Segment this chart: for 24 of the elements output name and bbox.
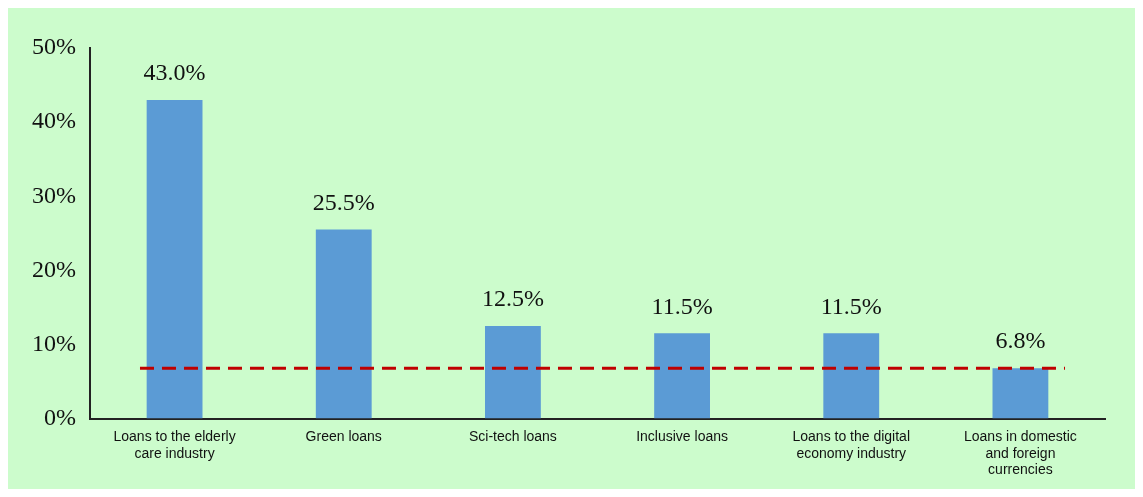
data-label: 43.0% bbox=[143, 59, 206, 86]
data-label: 11.5% bbox=[651, 292, 713, 319]
data-label: 12.5% bbox=[481, 285, 544, 312]
bar bbox=[823, 333, 880, 419]
bar bbox=[654, 333, 710, 419]
x-tick-label: Loans to the digital economy industry bbox=[792, 427, 911, 461]
bar bbox=[146, 99, 203, 419]
data-label: 6.8% bbox=[995, 327, 1046, 354]
bar bbox=[485, 325, 541, 419]
bar bbox=[992, 368, 1049, 419]
y-tick-label: 10% bbox=[31, 329, 76, 356]
y-tick-label: 20% bbox=[31, 255, 76, 282]
y-tick-label: 30% bbox=[31, 181, 76, 208]
y-tick-label: 40% bbox=[31, 107, 76, 134]
y-tick-label: 50% bbox=[31, 33, 76, 60]
data-label: 11.5% bbox=[820, 292, 882, 319]
x-tick-label: Loans in domestic and foreign currencies bbox=[963, 427, 1077, 478]
y-tick-label: 0% bbox=[43, 403, 76, 430]
x-tick-label: Inclusive loans bbox=[636, 427, 728, 444]
data-label: 25.5% bbox=[312, 188, 375, 215]
x-tick-label: Loans to the elderly care industry bbox=[113, 427, 236, 461]
x-tick-label: Sci-tech loans bbox=[468, 427, 557, 444]
x-tick-label: Green loans bbox=[305, 427, 382, 444]
bar bbox=[315, 229, 372, 419]
